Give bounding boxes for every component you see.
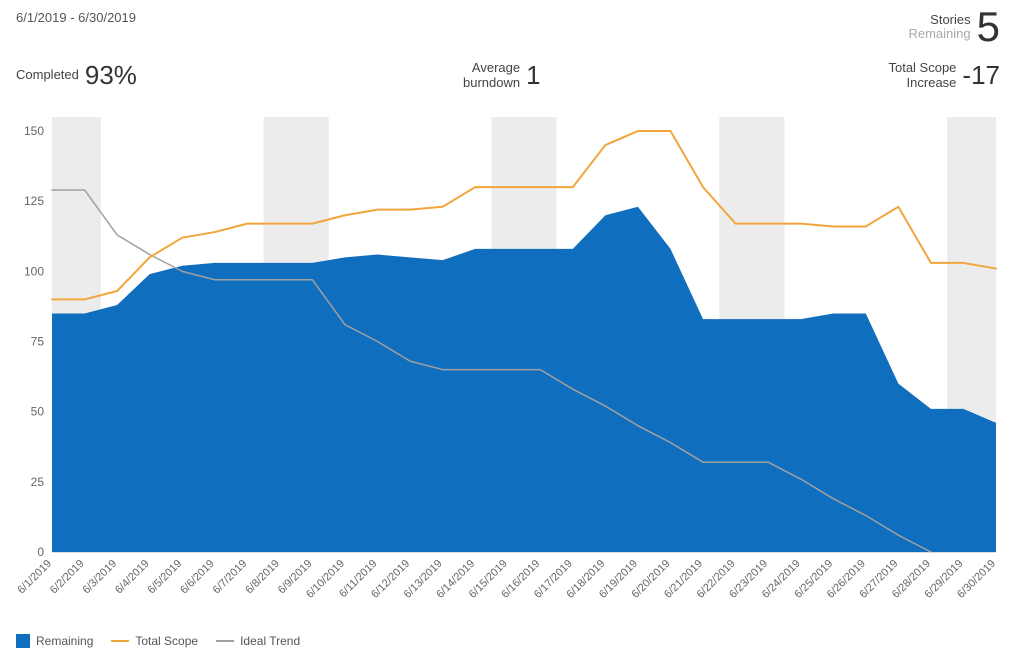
metric-scope: Total Scope Increase -17 xyxy=(888,60,1000,91)
svg-text:6/7/2019: 6/7/2019 xyxy=(211,558,250,597)
metric-scope-value: -17 xyxy=(962,60,1000,91)
svg-text:125: 125 xyxy=(24,194,44,208)
svg-text:25: 25 xyxy=(31,475,45,489)
legend-label-remaining: Remaining xyxy=(36,634,93,648)
burndown-chart: 0 25 50 75 100 125 150 6/1/20196/2/20196/3/2019… xyxy=(16,105,1000,612)
legend-swatch-ideal-trend xyxy=(216,640,234,642)
metrics-row: Completed 93% Average burndown 1 Total S… xyxy=(16,60,1000,100)
svg-text:150: 150 xyxy=(24,124,44,138)
svg-text:6/4/2019: 6/4/2019 xyxy=(113,558,152,597)
svg-text:75: 75 xyxy=(31,335,45,349)
legend-label-total-scope: Total Scope xyxy=(135,634,198,648)
svg-text:6/1/2019: 6/1/2019 xyxy=(16,558,54,597)
svg-text:6/5/2019: 6/5/2019 xyxy=(146,558,185,597)
legend-item-remaining: Remaining xyxy=(16,634,93,648)
svg-text:6/6/2019: 6/6/2019 xyxy=(178,558,217,597)
legend-item-ideal-trend: Ideal Trend xyxy=(216,634,300,648)
metric-completed-label: Completed xyxy=(16,68,79,82)
chart-legend: Remaining Total Scope Ideal Trend xyxy=(16,634,300,648)
legend-item-total-scope: Total Scope xyxy=(111,634,198,648)
svg-text:0: 0 xyxy=(37,545,44,559)
metric-burndown-value: 1 xyxy=(526,60,540,91)
metric-completed: Completed 93% xyxy=(16,60,137,91)
svg-text:6/2/2019: 6/2/2019 xyxy=(48,558,87,597)
legend-label-ideal-trend: Ideal Trend xyxy=(240,634,300,648)
svg-text:6/8/2019: 6/8/2019 xyxy=(243,558,282,597)
svg-text:6/3/2019: 6/3/2019 xyxy=(80,558,119,597)
stories-remaining-block: Stories Remaining 5 xyxy=(908,6,1000,48)
svg-text:100: 100 xyxy=(24,264,44,278)
metric-burndown-label: Average burndown xyxy=(463,61,520,90)
remaining-label: Remaining xyxy=(908,27,970,41)
legend-swatch-total-scope xyxy=(111,640,129,642)
metric-scope-label: Total Scope Increase xyxy=(888,61,956,90)
stories-remaining-value: 5 xyxy=(977,6,1000,48)
date-range: 6/1/2019 - 6/30/2019 xyxy=(16,10,136,25)
metric-completed-value: 93% xyxy=(85,60,137,91)
legend-swatch-remaining xyxy=(16,634,30,648)
svg-text:50: 50 xyxy=(31,405,45,419)
metric-burndown: Average burndown 1 xyxy=(463,60,541,91)
stories-label: Stories xyxy=(930,13,970,27)
